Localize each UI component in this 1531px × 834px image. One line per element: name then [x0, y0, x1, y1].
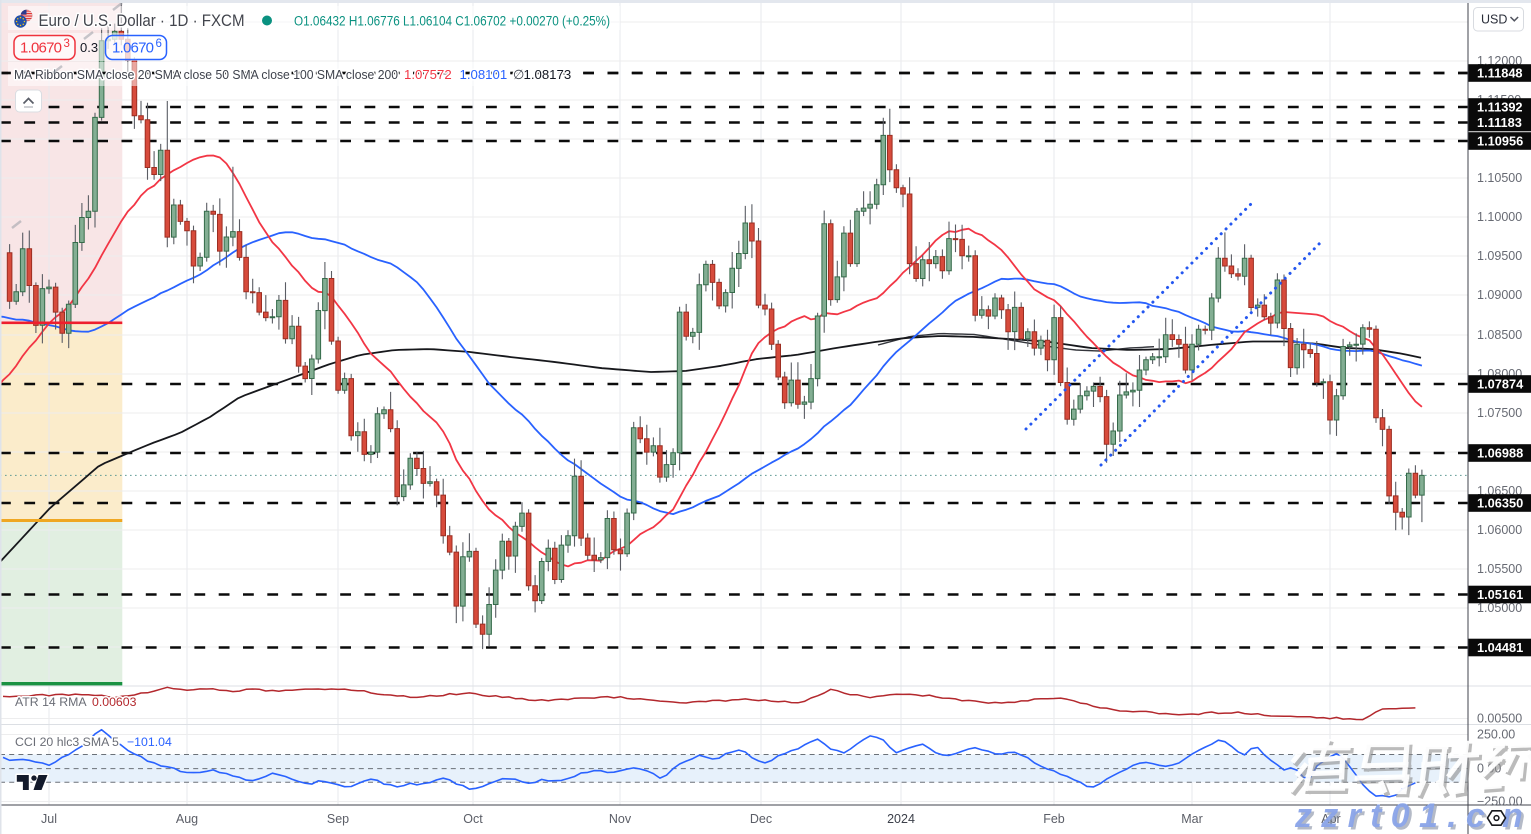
svg-text:1.11392: 1.11392 [1477, 100, 1523, 115]
svg-text:1.05500: 1.05500 [1477, 562, 1522, 576]
svg-text:Sep: Sep [327, 812, 349, 826]
svg-text:1.08173: 1.08173 [524, 67, 572, 82]
svg-text:250.00: 250.00 [1477, 728, 1515, 742]
svg-text:1.05000: 1.05000 [1477, 601, 1522, 615]
svg-text:Dec: Dec [750, 812, 772, 826]
svg-text:1.06000: 1.06000 [1477, 523, 1522, 537]
svg-text:1.09500: 1.09500 [1477, 249, 1522, 263]
svg-text:1.07572: 1.07572 [404, 67, 452, 82]
svg-text:∅: ∅ [513, 67, 525, 82]
svg-text:zzrt01.c: zzrt01.c [1297, 800, 1497, 834]
svg-text:n: n [1505, 800, 1526, 834]
svg-text:CCI 20 hlc3 SMA 5: CCI 20 hlc3 SMA 5 [15, 735, 119, 749]
svg-text:1.08101: 1.08101 [460, 67, 508, 82]
svg-text:1.09000: 1.09000 [1477, 288, 1522, 302]
svg-text:Feb: Feb [1043, 812, 1065, 826]
svg-text:2024: 2024 [887, 812, 915, 826]
svg-text:3: 3 [64, 38, 70, 50]
svg-text:0.00603: 0.00603 [92, 695, 137, 709]
svg-text:Jul: Jul [41, 812, 57, 826]
svg-text:n: n [1502, 797, 1523, 834]
svg-text:1.08500: 1.08500 [1477, 328, 1522, 342]
svg-text:MA Ribbon SMA close 20 SMA clo: MA Ribbon SMA close 20 SMA close 50 SMA … [14, 67, 398, 82]
svg-text:O1.06432 H1.06776 L1.06104 C1.: O1.06432 H1.06776 L1.06104 C1.06702 +0.0… [294, 14, 610, 29]
svg-text:1.0670: 1.0670 [20, 40, 62, 57]
svg-text:Nov: Nov [609, 812, 632, 826]
svg-text:1.10000: 1.10000 [1477, 210, 1522, 224]
svg-text:zzrt01.c: zzrt01.c [1294, 797, 1494, 834]
svg-text:1.11183: 1.11183 [1477, 115, 1522, 130]
svg-text:1.0670: 1.0670 [112, 40, 154, 57]
svg-text:0.3: 0.3 [80, 40, 98, 55]
svg-text:1.05161: 1.05161 [1477, 587, 1523, 602]
svg-text:1.07500: 1.07500 [1477, 406, 1522, 420]
svg-text:USD: USD [1481, 13, 1507, 27]
svg-text:Apr: Apr [1321, 812, 1340, 826]
svg-text:ATR 14 RMA: ATR 14 RMA [15, 695, 87, 709]
svg-text:−250.00: −250.00 [1477, 795, 1523, 809]
svg-text:1.06350: 1.06350 [1477, 496, 1523, 511]
svg-text:Aug: Aug [176, 812, 198, 826]
svg-text:Euro / U.S. Dollar · 1D · FXCM: Euro / U.S. Dollar · 1D · FXCM [39, 12, 245, 30]
svg-text:1.11848: 1.11848 [1477, 66, 1523, 81]
svg-text:1.06988: 1.06988 [1477, 446, 1523, 461]
svg-text:Mar: Mar [1181, 812, 1203, 826]
svg-text:Oct: Oct [463, 812, 483, 826]
svg-text:0.00500: 0.00500 [1477, 712, 1522, 726]
svg-text:6: 6 [156, 38, 162, 50]
svg-text:1.07874: 1.07874 [1477, 377, 1524, 392]
svg-text:1.10956: 1.10956 [1477, 134, 1523, 149]
svg-text:−101.04: −101.04 [127, 735, 172, 749]
svg-text:1.04481: 1.04481 [1477, 640, 1523, 655]
svg-text:1.10500: 1.10500 [1477, 171, 1522, 185]
